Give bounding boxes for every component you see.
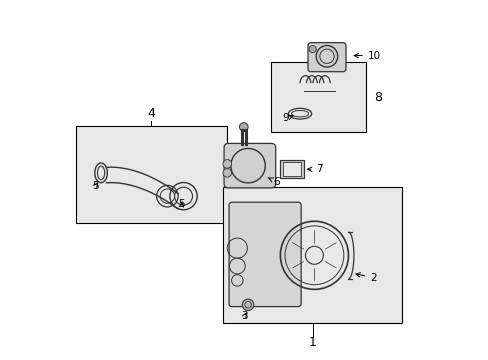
Text: 4: 4 — [147, 107, 155, 120]
Text: 8: 8 — [373, 91, 382, 104]
Text: 9: 9 — [282, 113, 292, 123]
FancyBboxPatch shape — [224, 143, 275, 188]
Bar — [271, 62, 366, 132]
Text: 10: 10 — [353, 50, 380, 60]
Bar — [76, 126, 226, 223]
Circle shape — [223, 168, 231, 177]
Circle shape — [308, 45, 316, 53]
FancyBboxPatch shape — [228, 202, 301, 307]
Text: 6: 6 — [267, 177, 280, 187]
Text: 2: 2 — [355, 273, 376, 283]
Bar — [280, 159, 303, 178]
Text: 3: 3 — [241, 311, 247, 321]
Circle shape — [242, 299, 253, 311]
Text: 7: 7 — [307, 164, 323, 174]
Bar — [282, 162, 301, 176]
Text: 5: 5 — [92, 181, 99, 191]
Text: 1: 1 — [308, 336, 316, 348]
Circle shape — [223, 159, 231, 168]
Circle shape — [239, 123, 247, 131]
Text: 5: 5 — [178, 199, 184, 210]
Bar — [223, 187, 402, 323]
FancyBboxPatch shape — [307, 42, 346, 72]
